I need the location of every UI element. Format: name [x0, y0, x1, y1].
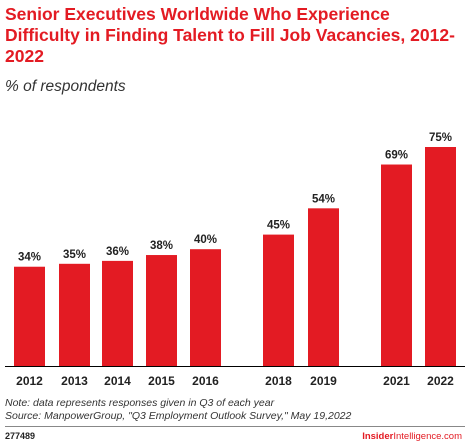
chart-note: Note: data represents responses given in… — [5, 397, 465, 423]
data-label-2018: 45% — [267, 220, 290, 232]
x-tick-2021: 2021 — [383, 374, 410, 388]
x-tick-2019: 2019 — [310, 374, 337, 388]
x-tick-2014: 2014 — [104, 374, 131, 388]
bar-2013 — [59, 263, 90, 366]
x-tick-2015: 2015 — [148, 374, 175, 388]
data-label-2016: 40% — [194, 234, 217, 246]
x-tick-2022: 2022 — [427, 374, 454, 388]
chart-title: Senior Executives Worldwide Who Experien… — [5, 4, 455, 66]
bar-2021 — [381, 164, 412, 366]
bar-2014 — [102, 260, 133, 366]
footer-divider — [5, 426, 465, 427]
bar-2015 — [146, 255, 177, 366]
bar-2016 — [190, 249, 221, 366]
x-tick-2013: 2013 — [61, 374, 88, 388]
data-label-2021: 69% — [385, 150, 408, 162]
chart-id: 277489 — [5, 431, 36, 441]
bar-2019 — [308, 208, 339, 366]
data-label-2014: 36% — [106, 246, 129, 258]
source-text: Source: ManpowerGroup, "Q3 Employment Ou… — [5, 410, 352, 422]
chart-subtitle: % of respondents — [5, 78, 126, 95]
data-label-2012: 34% — [18, 252, 41, 264]
bar-chart: 34% 2012 35% 2013 36% 2014 38% 2015 40% 2016 45% 20… — [5, 132, 465, 388]
note-text: Note: data represents responses given in… — [5, 397, 275, 409]
data-label-2022: 75% — [429, 132, 452, 144]
x-tick-2012: 2012 — [16, 374, 43, 388]
data-label-2013: 35% — [63, 249, 86, 261]
brand-logo[interactable]: InsiderIntelligence.com — [362, 431, 462, 442]
x-tick-2016: 2016 — [192, 374, 219, 388]
bar-2012 — [14, 266, 45, 366]
data-label-2015: 38% — [150, 240, 173, 252]
bar-2018 — [263, 234, 294, 366]
x-tick-2018: 2018 — [265, 374, 292, 388]
bar-2022 — [425, 147, 456, 366]
data-label-2019: 54% — [312, 193, 335, 205]
